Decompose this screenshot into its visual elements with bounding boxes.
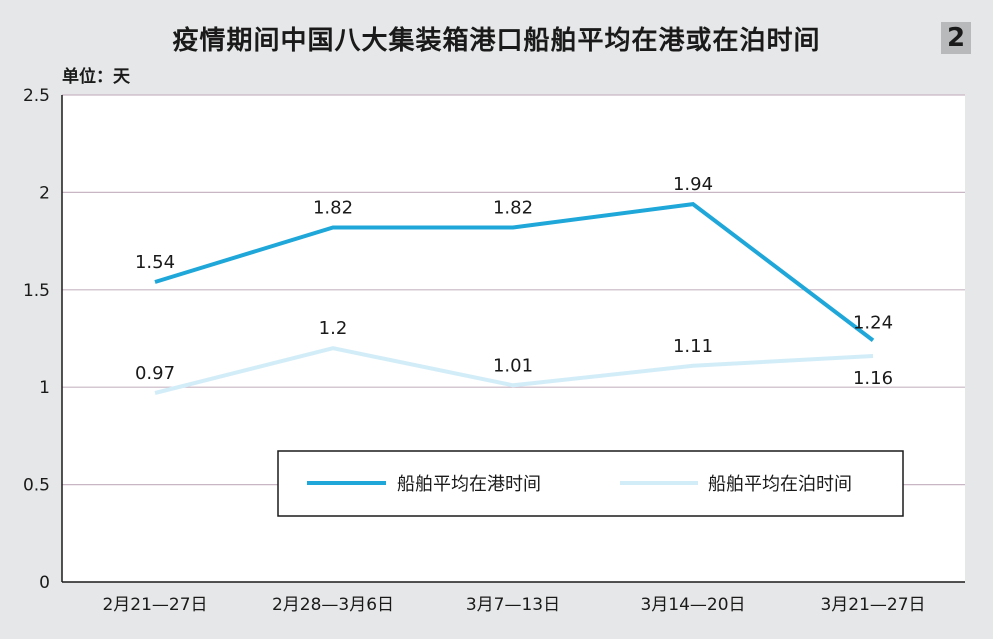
data-label: 1.82 [493, 198, 533, 219]
data-label: 1.94 [673, 174, 713, 195]
y-tick-label: 0.5 [23, 476, 50, 496]
x-tick-label: 3月7—13日 [466, 595, 560, 615]
y-tick-label: 2.5 [23, 86, 50, 106]
y-tick-label: 1 [39, 378, 50, 398]
y-tick-label: 1.5 [23, 281, 50, 301]
unit-label: 单位：天 [62, 67, 130, 87]
y-tick-label: 2 [39, 183, 50, 203]
legend: 船舶平均在港时间 船舶平均在泊时间 [277, 450, 904, 517]
chart-title: 疫情期间中国八大集装箱港口船舶平均在港或在泊时间 [172, 26, 821, 56]
x-tick-label: 3月21—27日 [820, 595, 925, 615]
data-label: 1.16 [853, 368, 893, 389]
data-label: 0.97 [135, 363, 175, 384]
legend-label: 船舶平均在泊时间 [708, 474, 852, 495]
legend-label: 船舶平均在港时间 [397, 474, 541, 495]
figure-number-badge: 2 [941, 22, 971, 54]
y-tick-label: 0 [39, 573, 50, 593]
x-tick-label: 3月14—20日 [640, 595, 745, 615]
x-tick-label: 2月21—27日 [102, 595, 207, 615]
x-tick-label: 2月28—3月6日 [272, 595, 394, 615]
data-label: 1.2 [319, 318, 348, 339]
data-label: 1.54 [135, 252, 175, 273]
data-label: 1.24 [853, 312, 893, 333]
data-label: 1.82 [313, 198, 353, 219]
data-label: 1.01 [493, 355, 533, 376]
data-label: 1.11 [673, 336, 713, 357]
